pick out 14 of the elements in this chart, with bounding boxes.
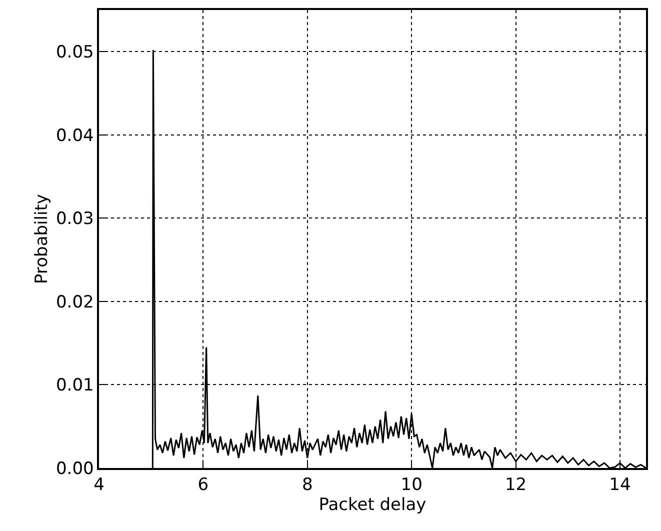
x-tick-label: 14 <box>609 475 631 496</box>
x-axis-title: Packet delay <box>318 495 426 516</box>
y-tick-label: 0.05 <box>56 42 94 63</box>
y-tick-label: 0.04 <box>56 126 94 146</box>
y-tick-label: 0.00 <box>56 458 94 479</box>
y-axis-title: Probability <box>32 194 52 284</box>
y-tick-label: 0.01 <box>56 376 94 396</box>
y-tick-label: 0.02 <box>56 292 94 312</box>
x-tick-label: 10 <box>400 475 422 496</box>
x-tick-label: 6 <box>198 475 209 496</box>
x-tick-label: 4 <box>94 475 104 496</box>
y-tick-label: 0.03 <box>56 209 94 230</box>
x-tick-label: 8 <box>302 475 313 496</box>
x-tick-label: 12 <box>504 475 527 496</box>
